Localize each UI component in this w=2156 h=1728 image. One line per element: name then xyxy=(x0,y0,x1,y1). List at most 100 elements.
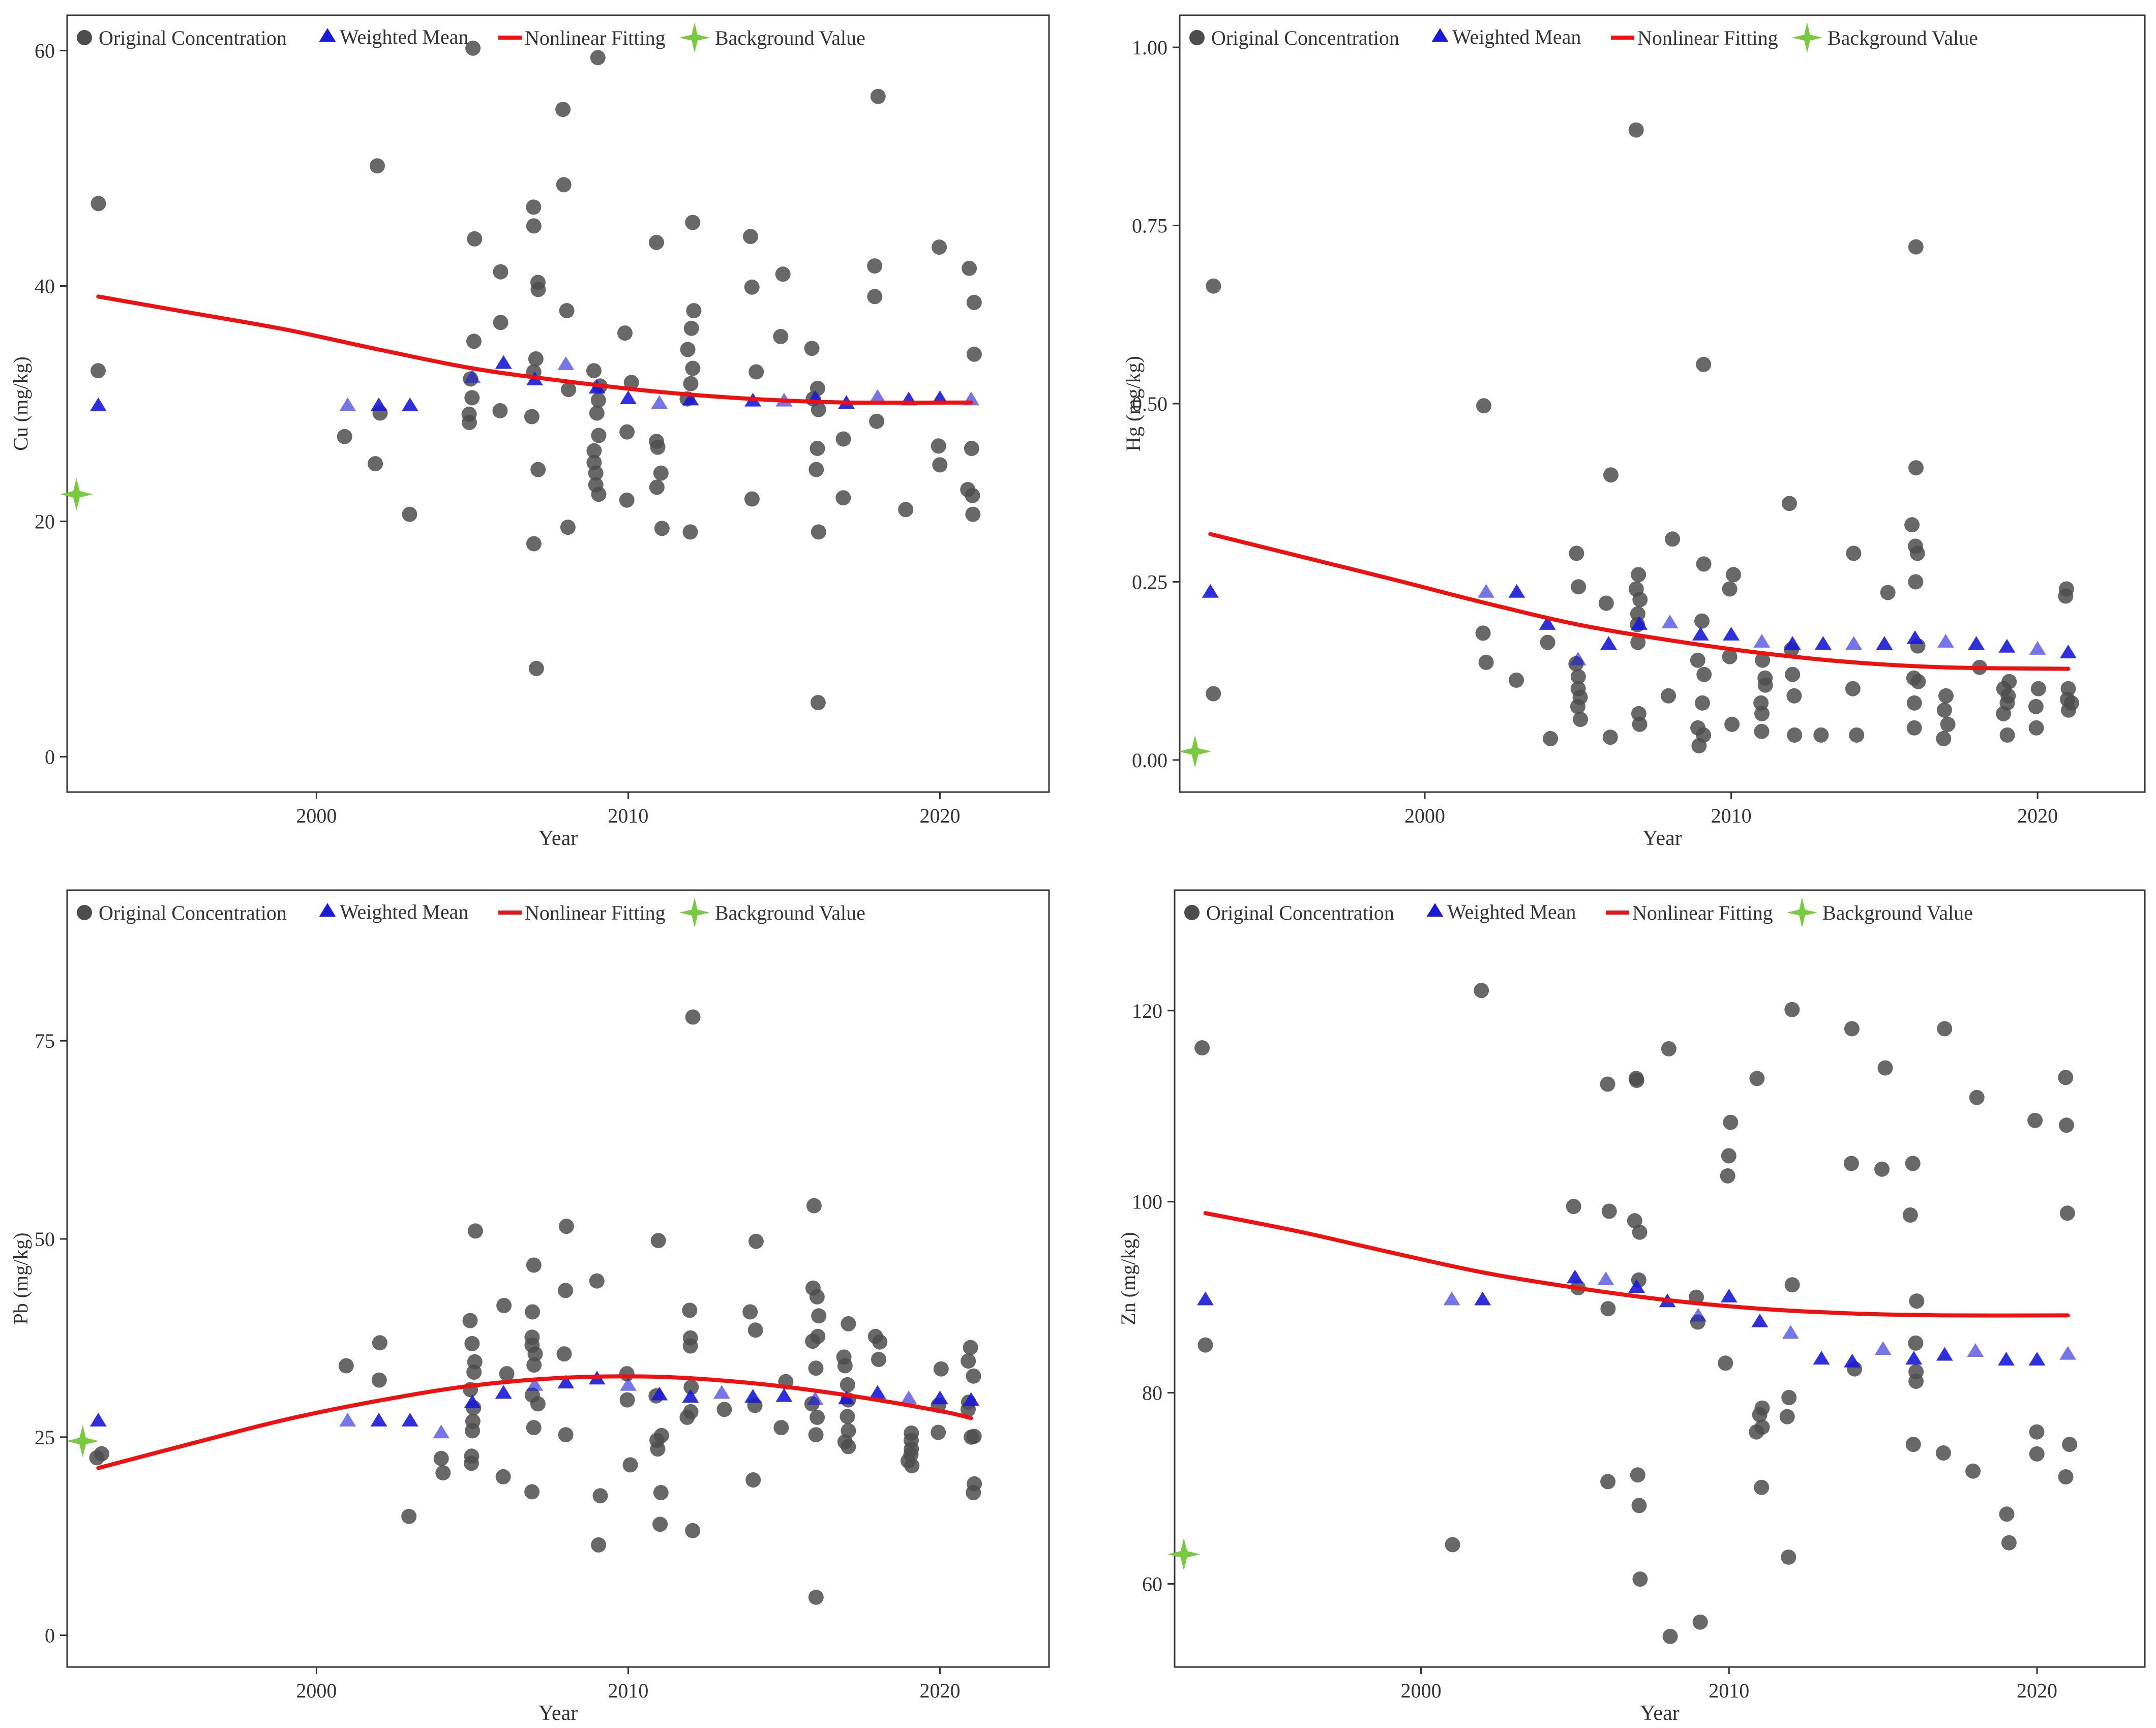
original-concentration-point xyxy=(1206,278,1221,294)
weighted-mean-point xyxy=(1876,636,1893,650)
weighted-mean-point xyxy=(1539,616,1556,630)
y-tick-label: 40 xyxy=(35,275,55,297)
original-concentration-point xyxy=(623,375,639,390)
weighted-mean-point xyxy=(1874,1341,1892,1355)
original-concentration-point xyxy=(462,415,477,430)
weighted-mean-point xyxy=(682,1389,699,1403)
original-concentration-point xyxy=(872,1334,888,1350)
legend-fitting-label: Nonlinear Fitting xyxy=(1637,26,1778,49)
original-concentration-point xyxy=(586,363,602,379)
original-concentration-point xyxy=(89,1450,105,1466)
x-tick-label: 2020 xyxy=(919,804,960,827)
original-concentration-point xyxy=(835,431,851,447)
original-concentration-point xyxy=(528,351,544,367)
original-concentration-point xyxy=(1905,1156,1921,1171)
original-concentration-point xyxy=(773,329,789,344)
original-concentration-point xyxy=(870,88,886,104)
legend-original-swatch xyxy=(1189,30,1205,45)
original-concentration-point xyxy=(465,40,481,56)
original-concentration-point xyxy=(962,260,977,276)
original-concentration-point xyxy=(493,264,508,280)
original-concentration-point xyxy=(2028,699,2044,714)
weighted-mean-point xyxy=(464,1394,481,1409)
weighted-mean-point xyxy=(1937,633,1954,648)
original-concentration-point xyxy=(966,294,982,310)
original-concentration-point xyxy=(2029,1424,2045,1440)
legend-original-label: Original Concentration xyxy=(99,26,287,49)
weighted-mean-point xyxy=(401,1412,418,1427)
weighted-mean-point xyxy=(339,1412,356,1427)
weighted-mean-point xyxy=(651,1386,668,1401)
original-concentration-point xyxy=(840,1377,855,1392)
original-concentration-point xyxy=(91,363,106,379)
x-axis-label: Year xyxy=(1640,1702,1679,1725)
y-tick-label: 0.75 xyxy=(1132,215,1167,237)
original-concentration-point xyxy=(811,1308,827,1324)
weighted-mean-point xyxy=(1631,616,1648,630)
original-concentration-point xyxy=(590,392,606,408)
original-concentration-point xyxy=(1781,1549,1796,1565)
original-concentration-point xyxy=(867,289,883,305)
original-concentration-point xyxy=(1936,731,1952,746)
original-concentration-point xyxy=(748,364,764,380)
original-concentration-point xyxy=(467,1223,483,1239)
original-concentration-point xyxy=(1813,727,1829,743)
original-concentration-point xyxy=(1906,720,1922,736)
original-concentration-point xyxy=(2001,1535,2017,1551)
legend-background-swatch xyxy=(1787,897,1817,928)
legend-background-label: Background Value xyxy=(715,901,865,924)
original-concentration-point xyxy=(524,1484,540,1500)
x-tick-label: 2010 xyxy=(1711,804,1752,827)
original-concentration-point xyxy=(811,402,826,417)
original-concentration-point xyxy=(2059,1205,2075,1221)
original-concentration-point xyxy=(586,443,602,459)
weighted-mean-point xyxy=(464,369,481,383)
original-concentration-point xyxy=(370,158,385,174)
x-tick-label: 2020 xyxy=(2017,804,2058,827)
nonlinear-fitting-line xyxy=(1203,1211,2070,1318)
chart-cu: 0 20 40 60 2000 2010 2020 Year Cu (mg/kg) Origina… xyxy=(9,14,1050,850)
original-concentration-point xyxy=(1194,1040,1210,1056)
nonlinear-fitting-line xyxy=(96,294,973,405)
original-concentration-point xyxy=(2030,681,2046,696)
original-concentration-point xyxy=(685,360,701,376)
original-concentration-point xyxy=(835,490,851,506)
weighted-mean-point xyxy=(1566,1269,1583,1284)
original-concentration-point xyxy=(2027,1112,2043,1128)
legend-background-label: Background Value xyxy=(1828,26,1978,49)
original-concentration-point xyxy=(1781,1390,1797,1405)
original-concentration-point xyxy=(964,441,979,456)
original-concentration-point xyxy=(555,102,571,117)
legend-weighted-swatch xyxy=(319,903,336,917)
weighted-mean-point xyxy=(1751,1313,1769,1327)
original-concentration-point xyxy=(1206,686,1221,702)
original-concentration-point xyxy=(1600,1301,1616,1317)
original-concentration-point xyxy=(804,341,820,356)
original-concentration-point xyxy=(1755,652,1771,668)
original-concentration-point xyxy=(1999,1506,2015,1522)
original-concentration-point xyxy=(837,1358,853,1374)
original-concentration-point xyxy=(1540,634,1555,650)
original-concentration-point xyxy=(1690,652,1705,668)
original-concentration-point xyxy=(1937,1021,1953,1037)
original-concentration-point xyxy=(869,413,885,429)
original-concentration-point xyxy=(966,1485,981,1500)
legend-original-swatch xyxy=(77,905,92,920)
original-concentration-point xyxy=(1757,677,1773,693)
original-concentration-point xyxy=(588,465,604,481)
original-concentration-point xyxy=(966,1368,981,1384)
original-concentration-point xyxy=(649,479,665,495)
legend-weighted-label: Weighted Mean xyxy=(1452,25,1581,48)
legend-background-label: Background Value xyxy=(715,26,865,49)
weighted-mean-point xyxy=(963,1392,980,1406)
original-concentration-point xyxy=(1846,545,1862,561)
original-concentration-point xyxy=(1749,1424,1764,1440)
original-concentration-point xyxy=(617,325,633,341)
weighted-mean-point xyxy=(1844,1353,1861,1368)
original-concentration-point xyxy=(964,1429,979,1445)
original-concentration-point xyxy=(2061,702,2076,718)
original-concentration-point xyxy=(1570,669,1586,684)
y-tick-label: 0.25 xyxy=(1132,570,1167,593)
original-concentration-point xyxy=(1910,674,1926,689)
y-tick-label: 60 xyxy=(35,39,55,62)
